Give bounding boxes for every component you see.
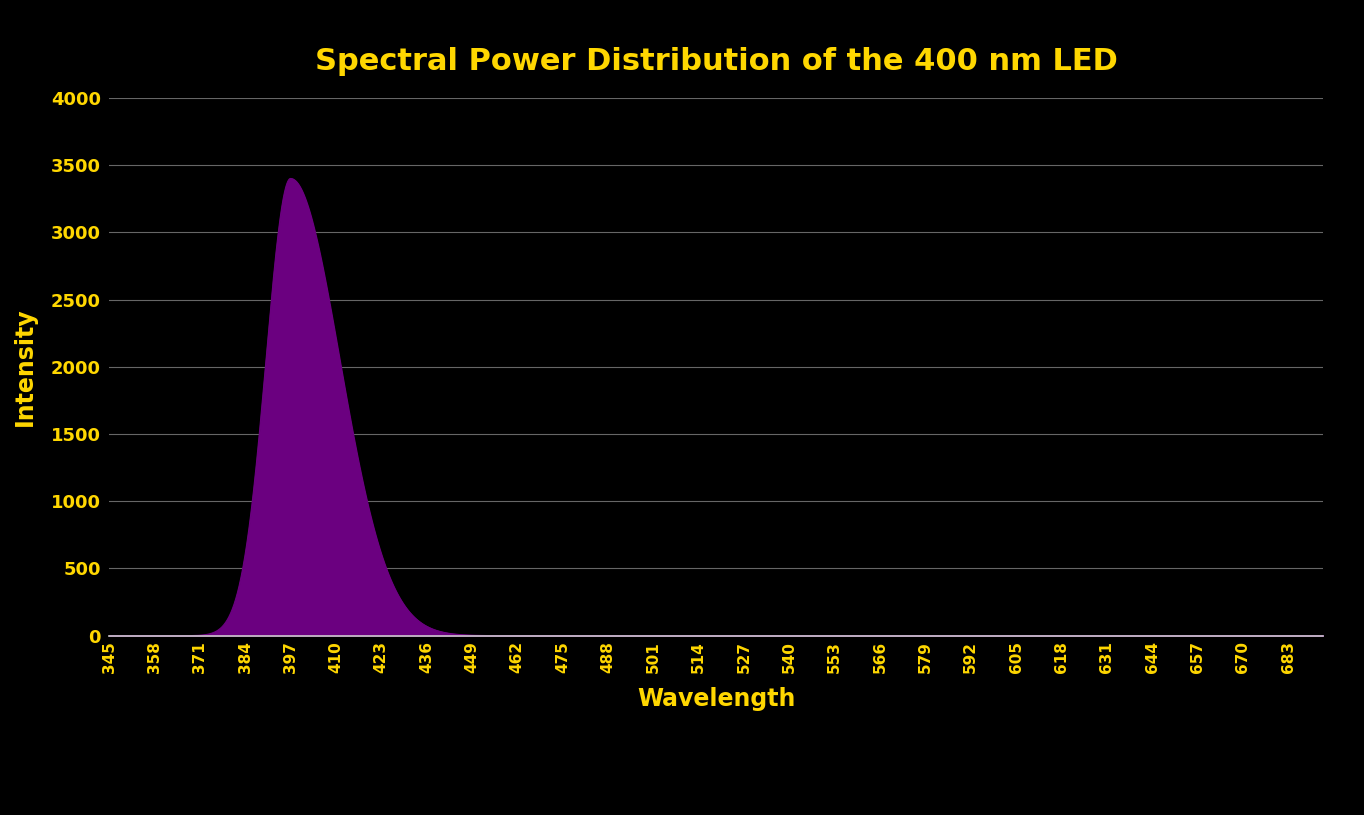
Y-axis label: Intensity: Intensity — [12, 307, 37, 426]
Title: Spectral Power Distribution of the 400 nm LED: Spectral Power Distribution of the 400 n… — [315, 47, 1117, 76]
X-axis label: Wavelength: Wavelength — [637, 687, 795, 711]
